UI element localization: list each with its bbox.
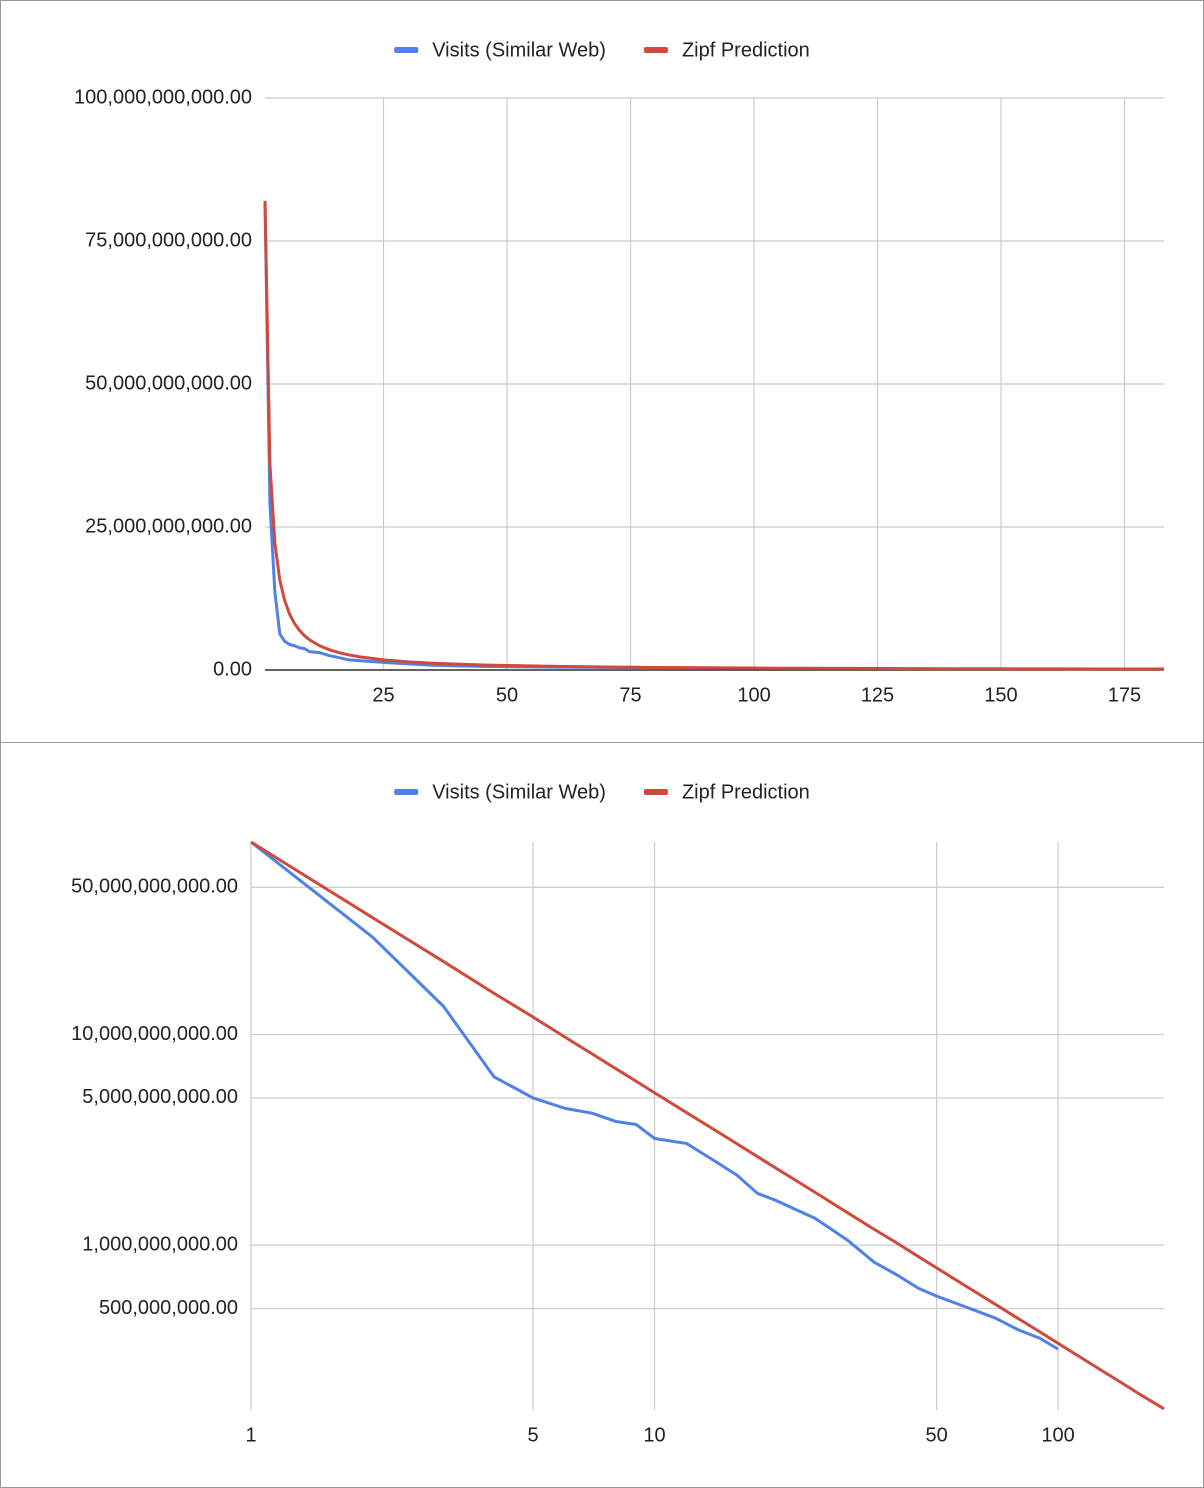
x-tick-label: 175	[1108, 684, 1141, 706]
y-tick-label: 50,000,000,000.00	[71, 876, 238, 898]
y-tick-label: 5,000,000,000.00	[82, 1086, 238, 1108]
y-tick-label: 1,000,000,000.00	[82, 1233, 238, 1255]
y-tick-label: 100,000,000,000.00	[74, 86, 252, 108]
x-tick-label: 150	[984, 684, 1017, 706]
series-line	[250, 840, 1165, 1411]
legend-swatch	[643, 47, 668, 53]
x-tick-label: 5	[528, 1424, 539, 1446]
y-tick-label: 500,000,000.00	[99, 1297, 238, 1319]
legend-label: Visits (Similar Web)	[432, 781, 606, 803]
x-tick-label: 100	[737, 684, 770, 706]
x-tick-label: 50	[925, 1424, 947, 1446]
legend-swatch	[394, 47, 419, 53]
x-tick-label: 10	[643, 1424, 665, 1446]
legend-label: Zipf Prediction	[682, 39, 810, 61]
x-tick-label: 50	[496, 684, 518, 706]
x-tick-label: 1	[245, 1424, 256, 1446]
series-line	[263, 200, 1165, 671]
x-tick-label: 100	[1041, 1424, 1074, 1446]
series-line	[250, 840, 1059, 1351]
y-tick-label: 50,000,000,000.00	[85, 372, 252, 394]
x-tick-label: 125	[861, 684, 894, 706]
legend-label: Zipf Prediction	[682, 781, 810, 803]
legend-swatch	[394, 789, 419, 795]
y-tick-label: 25,000,000,000.00	[85, 515, 252, 537]
y-tick-label: 10,000,000,000.00	[71, 1023, 238, 1045]
x-tick-label: 75	[619, 684, 641, 706]
x-tick-label: 25	[372, 684, 394, 706]
y-tick-label: 0.00	[213, 658, 252, 680]
legend-swatch	[643, 789, 668, 795]
y-tick-label: 75,000,000,000.00	[85, 229, 252, 251]
legend-label: Visits (Similar Web)	[432, 39, 606, 61]
